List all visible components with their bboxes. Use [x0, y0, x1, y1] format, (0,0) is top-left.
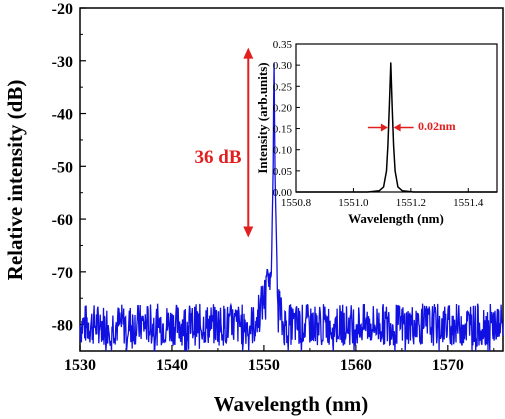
inset-y-tick-label: 0.15: [273, 124, 293, 136]
inset-x-axis-label: Wavelength (nm): [348, 211, 444, 226]
inset-y-tick-label: 0.30: [273, 60, 293, 72]
inset-fwhm-annotation: [367, 123, 414, 132]
spectrum-line: [79, 62, 504, 352]
inset-spectrum-line: [296, 62, 497, 193]
x-tick-label: 1550: [248, 357, 280, 374]
inset-y-axis-label: Intensity (arb.units): [255, 62, 270, 173]
db-difference-annotation: [243, 47, 254, 238]
inset-y-tick-label: 0.20: [273, 102, 293, 114]
inset-ticks: 1550.8 1551.0 1551.2 1551.4 0.00 0.05 0.10 0.15…: [273, 39, 484, 209]
inset-x-tick-label: 1550.8: [281, 197, 312, 209]
x-tick-label: 1530: [64, 357, 96, 374]
y-tick-label: -30: [52, 54, 73, 71]
inset-series-layer: [296, 62, 497, 193]
x-tick-label: 1560: [340, 357, 372, 374]
y-tick-label: -80: [52, 318, 73, 335]
main-y-axis-label: Relative intensity (dB): [3, 80, 27, 281]
inset-y-tick-label: 0.00: [273, 187, 293, 199]
main-ticks: 1530 1540 1550 1560 1570 -20 -30 -40 -50 -60 -70 -8…: [52, 1, 495, 374]
fwhm-left-arrow-head: [380, 123, 388, 132]
y-tick-label: -70: [52, 265, 73, 282]
main-plot-frame: [79, 7, 504, 352]
inset-y-tick-label: 0.05: [273, 166, 293, 178]
inset-x-tick-label: 1551.4: [453, 197, 484, 209]
db-arrow-head-up: [243, 47, 254, 59]
fwhm-right-arrow-head: [393, 123, 401, 132]
db-difference-label: 36 dB: [195, 147, 242, 168]
inset-y-tick-label: 0.10: [273, 145, 293, 157]
inset-y-tick-label: 0.35: [273, 39, 293, 51]
db-arrow-head-down: [243, 226, 254, 238]
inset-background: [296, 44, 497, 192]
y-tick-label: -40: [52, 107, 73, 124]
y-tick-label: -20: [52, 1, 73, 18]
inset-x-tick-label: 1551.2: [396, 197, 426, 209]
x-tick-label: 1540: [156, 357, 188, 374]
y-tick-label: -50: [52, 159, 73, 176]
main-series-layer: [79, 62, 504, 352]
inset-y-tick-label: 0.25: [273, 81, 293, 93]
inset-x-tick-label: 1551.0: [338, 197, 369, 209]
main-x-axis-label: Wavelength (nm): [214, 392, 369, 416]
y-tick-label: -60: [52, 212, 73, 229]
inset-plot-frame: [295, 43, 498, 193]
x-tick-label: 1570: [432, 357, 464, 374]
inset-fwhm-label: 0.02nm: [418, 119, 456, 133]
